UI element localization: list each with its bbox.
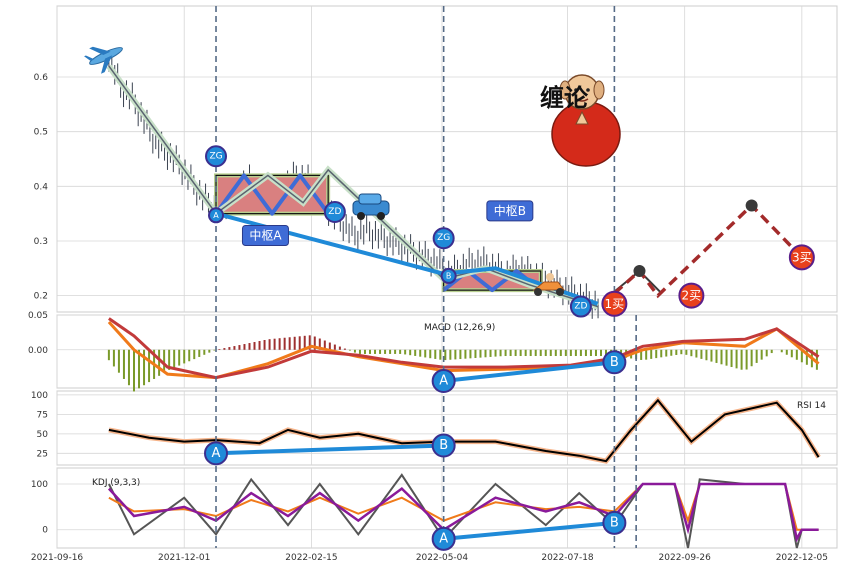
rsi-divergence-line — [215, 443, 444, 456]
kdj-panel — [107, 473, 819, 549]
zg-zd-marker-label: ZD — [328, 207, 341, 217]
kdj-divergence-marker-label: B — [610, 515, 619, 530]
scooter-rider-head — [546, 273, 554, 281]
car-roof — [358, 193, 382, 205]
price-y-tick-label: 0.3 — [34, 237, 48, 247]
rsi-divergence-marker-label: B — [439, 438, 448, 453]
x-tick-label: 2022-12-05 — [776, 553, 828, 563]
car-wheel-rear — [377, 212, 385, 220]
forecast-line — [601, 202, 804, 306]
zhongshu-label: 中枢A — [249, 228, 282, 243]
rsi-panel — [108, 396, 821, 464]
monk-eye-right — [586, 88, 590, 92]
kdj-divergence-line — [443, 520, 615, 541]
scooter-icon — [532, 273, 565, 296]
price-y-tick-label: 0.6 — [34, 73, 49, 83]
macd-divergence-marker-circle — [431, 369, 456, 394]
buy-point-circle — [788, 244, 815, 271]
airplane-wing — [89, 46, 111, 56]
kdj-y-tick-label: 0 — [42, 526, 48, 536]
macd-divergence-marker-circle — [602, 350, 627, 375]
zhongshu-label-box — [486, 200, 534, 222]
rsi-divergence-marker-label: A — [212, 446, 221, 461]
rsi-y-tick-label: 75 — [37, 410, 48, 420]
buy-point-circle — [601, 290, 628, 317]
zg-zd-marker-label: ZG — [209, 151, 222, 161]
zg-zd-marker-label: ZG — [437, 233, 450, 243]
price-panel — [106, 50, 804, 319]
monk-icon — [551, 74, 621, 167]
macd-label: MACD (12,26,9) — [424, 323, 495, 333]
rsi-y-tick-label: 100 — [31, 391, 48, 401]
rsi-divergence-marker-circle — [204, 441, 229, 466]
zg-zd-marker-circle — [569, 295, 592, 318]
zhongshu-mark-label: B — [446, 271, 452, 280]
kdj-divergence-marker-circle — [602, 510, 627, 535]
rsi-y-tick-label: 25 — [37, 449, 48, 459]
rsi-y-tick-label: 50 — [37, 430, 49, 440]
scooter-wheel — [534, 288, 542, 296]
x-tick-label: 2022-02-15 — [285, 553, 337, 563]
rsi-divergence-marker-circle — [431, 433, 456, 458]
zhongshu-mark-label: A — [213, 211, 219, 220]
airplane-icon — [84, 46, 123, 74]
forecast-point — [745, 199, 758, 212]
zg-zd-marker-circle — [432, 227, 455, 250]
x-tick-label: 2021-12-01 — [158, 553, 210, 563]
kdj-divergence-marker-circle — [431, 526, 456, 551]
chanlun-logo-text: 缠论 — [540, 83, 589, 112]
buy-point-label: 3买 — [792, 250, 812, 264]
forecast-point — [633, 265, 646, 278]
macd-y-tick-label: 0.05 — [28, 311, 48, 321]
zhongshu-mark-circle — [440, 267, 457, 284]
bi-line — [108, 65, 598, 308]
buy-point-circle — [678, 282, 705, 309]
monk-ear-right — [593, 80, 605, 100]
scooter-wheel-rear — [556, 288, 564, 296]
car-icon — [352, 193, 390, 220]
x-tick-label: 2022-09-26 — [659, 553, 712, 563]
macd-divergence-marker-label: B — [610, 355, 619, 370]
zg-zd-marker-circle — [323, 201, 346, 224]
macd-y-tick-label: 0.00 — [28, 346, 48, 356]
macd-divergence-line — [443, 360, 615, 383]
x-tick-label: 2022-05-04 — [416, 553, 469, 563]
zg-zd-marker-label: ZD — [574, 302, 587, 312]
monk-mouth — [575, 98, 589, 102]
price-y-tick-label: 0.2 — [34, 292, 48, 302]
price-y-tick-label: 0.4 — [34, 182, 49, 192]
zhongshu-label: 中枢B — [494, 203, 526, 218]
zhongshu-label-box — [241, 225, 289, 246]
kdj-k-line — [107, 482, 819, 543]
monk-hands — [575, 110, 589, 125]
rsi-label: RSI 14 — [797, 401, 826, 411]
monk-eye-left — [574, 88, 578, 92]
zhongshu-zigzag — [214, 173, 330, 216]
scooter-body — [532, 281, 565, 291]
kdj-label: KDJ (9,3,3) — [92, 478, 140, 488]
buy-point-label: 2买 — [682, 289, 702, 303]
kdj-y-tick-label: 100 — [31, 480, 48, 490]
rsi-line — [108, 398, 820, 463]
buy-point-label: 1买 — [605, 297, 625, 311]
zhongshu-mark-circle — [208, 207, 225, 224]
kdj-divergence-marker-label: A — [439, 531, 448, 546]
zg-zd-marker-circle — [205, 145, 228, 168]
price-y-tick-label: 0.5 — [34, 128, 48, 138]
x-tick-label: 2021-09-16 — [31, 553, 84, 563]
airplane-tail — [84, 55, 95, 61]
price-frame — [56, 5, 838, 313]
airplane-wing-lower — [101, 55, 113, 74]
tick-layer: 0.2 0.3 0.4 0.5 0.6 0.00 0.05 25 50 75 100 0 100 2021… — [28, 73, 828, 563]
monk-ear-left — [559, 80, 571, 100]
x-tick-label: 2022-07-18 — [541, 553, 594, 563]
car-wheel — [357, 212, 365, 220]
macd-divergence-marker-label: A — [439, 374, 448, 389]
overlay-layer: ZG ZD ZG ZD 中枢A A 中枢B B 1买 2买 3买 A B A B A B — [84, 46, 815, 551]
